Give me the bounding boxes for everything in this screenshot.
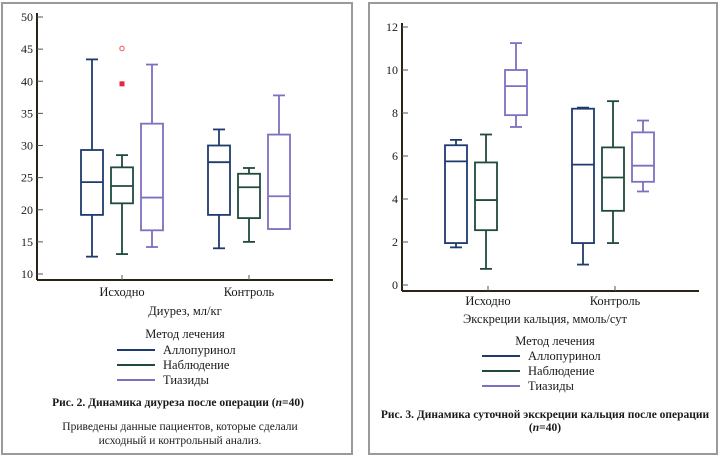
box-Наблюдение [110,45,134,255]
y-tick-label: 10 [21,267,33,281]
box-iqr [504,69,528,117]
x-tick-label: Исходно [99,285,144,299]
box-Аллопуринол [80,58,104,258]
y-tick-label: 30 [21,139,33,153]
y-tick-label: 0 [392,278,398,292]
box-Аллопуринол [444,138,468,249]
y-tick-label: 8 [392,106,398,120]
y-tick-label: 25 [21,171,33,185]
box-Аллопуринол [571,106,595,266]
box-iqr [444,144,468,244]
box-iqr [267,133,291,230]
figure-3-caption-title: Рис. 3. Динамика суточной экскреции каль… [380,409,710,434]
box-Тиазиды [267,94,291,230]
x-axis-title: Экскреции кальция, ммоль/сут [463,312,627,326]
box-iqr [631,131,655,183]
figure-2-caption-note: Приведены данные пациентов, которые сдел… [62,421,298,447]
box-Наблюдение [474,133,498,270]
y-tick-label: 20 [21,203,33,217]
legend-label: Наблюдение [163,358,230,372]
legend-label: Аллопуринол [528,349,601,363]
legend-title: Метод лечения [515,334,595,348]
figure-2-caption-title: Рис. 2. Динамика диуреза после операции … [52,397,304,409]
figure-2-panel [1,2,353,455]
y-tick-label: 2 [392,235,398,249]
x-tick-label: Исходно [465,294,510,308]
x-tick-label: Контроль [590,294,641,308]
box-Наблюдение [237,167,261,243]
box-iqr [237,172,261,220]
legend-label: Тиазиды [528,379,575,393]
y-tick-label: 6 [392,149,398,163]
y-tick-label: 50 [21,10,33,24]
box-iqr [571,107,595,244]
box-Аллопуринол [207,128,231,250]
y-tick-label: 35 [21,106,33,120]
y-tick-label: 40 [21,74,33,88]
box-iqr [474,161,498,232]
x-axis-title: Диурез, мл/кг [148,304,221,318]
box-Тиазиды [631,119,655,193]
y-tick-label: 4 [392,192,398,206]
figure-3-panel [368,2,718,455]
outlier-square [119,81,125,87]
y-tick-label: 12 [386,20,398,34]
y-tick-label: 45 [21,42,33,56]
box-Наблюдение [601,100,625,244]
box-Тиазиды [140,63,164,248]
legend-label: Тиазиды [163,373,210,387]
legend-label: Наблюдение [528,364,595,378]
legend-title: Метод лечения [145,327,225,341]
y-tick-label: 10 [386,63,398,77]
box-Тиазиды [504,42,528,128]
x-tick-label: Контроль [224,285,275,299]
box-iqr [140,122,164,232]
outlier-circle [119,45,125,52]
y-tick-label: 15 [21,235,33,249]
box-iqr [601,146,625,212]
legend-label: Аллопуринол [163,343,236,357]
